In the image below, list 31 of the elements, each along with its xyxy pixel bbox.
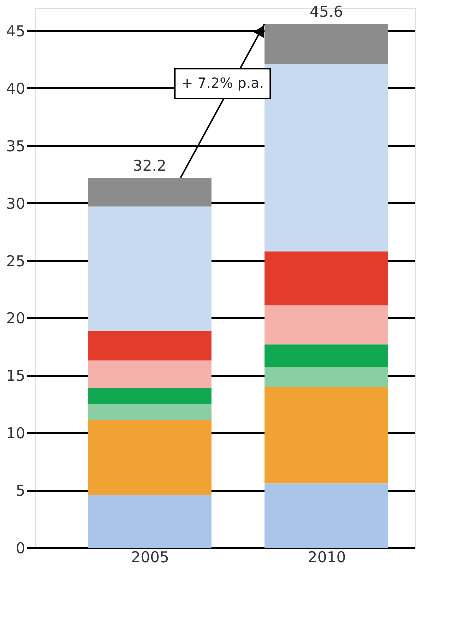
- bar: [88, 495, 212, 548]
- y-tick-label: 40: [6, 80, 26, 98]
- total-label: 32.2: [133, 157, 167, 176]
- bar: [88, 360, 212, 388]
- x-tick-label: 2005: [131, 548, 170, 566]
- bar: [88, 420, 212, 496]
- x-tick-label: 2010: [308, 548, 346, 566]
- y-tick-label: 5: [16, 482, 26, 500]
- bar: [88, 330, 212, 361]
- y-tick-label: 25: [6, 252, 26, 270]
- y-tick-label: 0: [16, 540, 26, 558]
- y-tick-label: 10: [6, 424, 26, 443]
- bar: [88, 178, 212, 207]
- bar: [88, 388, 212, 404]
- annotation: + 7.2% p.a.: [182, 76, 264, 92]
- y-tick-label: 15: [6, 367, 26, 386]
- bar: [88, 404, 212, 420]
- bar: [264, 387, 388, 484]
- total-label: 45.6: [310, 3, 344, 22]
- bar: [264, 306, 388, 345]
- y-tick-label: 35: [6, 137, 26, 156]
- bar: [88, 206, 212, 331]
- y-tick-label: 30: [6, 194, 26, 213]
- y-tick-label: 20: [6, 310, 26, 328]
- bar: [264, 64, 388, 252]
- bar: [264, 252, 388, 306]
- bar: [264, 484, 388, 548]
- bar: [264, 24, 388, 64]
- y-tick-label: 45: [6, 22, 26, 40]
- bar: [264, 344, 388, 368]
- bar: [264, 368, 388, 388]
